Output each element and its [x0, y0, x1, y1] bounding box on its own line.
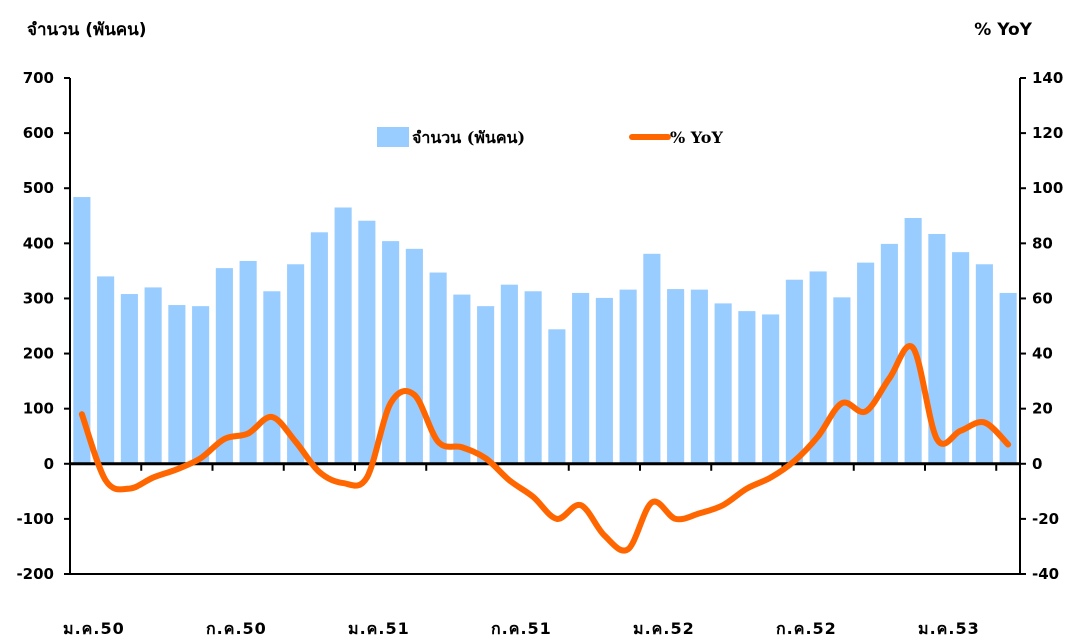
left-tick-label: -100: [16, 510, 54, 528]
x-tick-label: ม.ค.53: [918, 619, 980, 638]
bar: [500, 284, 518, 464]
legend-label-line: % YoY: [670, 128, 723, 147]
bar: [548, 329, 566, 464]
bar: [904, 217, 922, 464]
bar: [857, 262, 875, 464]
bar: [334, 207, 352, 464]
bar: [429, 272, 447, 464]
right-tick-label: -20: [1032, 510, 1059, 528]
bar: [619, 289, 637, 464]
bar: [192, 306, 210, 464]
right-tick-label: 20: [1032, 400, 1053, 418]
x-tick-label: ม.ค.50: [63, 619, 125, 638]
bar: [239, 260, 257, 464]
right-tick-label: 80: [1032, 234, 1053, 252]
left-tick-label: 100: [23, 400, 54, 418]
bar: [880, 243, 898, 464]
bar: [667, 289, 685, 464]
x-tick-label: ก.ค.51: [491, 619, 552, 638]
line-series: [78, 343, 1012, 554]
bar: [405, 248, 423, 464]
bar: [524, 291, 542, 464]
left-tick-label: 500: [23, 179, 54, 197]
right-tick-label: 60: [1032, 289, 1053, 307]
bar: [310, 232, 328, 464]
bar: [382, 241, 400, 464]
legend-label-bars: จำนวน (พันคน): [412, 128, 525, 147]
bar: [952, 252, 970, 464]
bar: [215, 268, 233, 464]
bar: [762, 314, 780, 464]
axes: [64, 77, 1026, 575]
left-tick-label: 0: [44, 455, 54, 473]
left-tick-label: 300: [23, 289, 54, 307]
right-tick-label: 140: [1032, 69, 1063, 87]
right-tick-label: 0: [1032, 455, 1042, 473]
x-tick-label: ม.ค.51: [348, 619, 410, 638]
bar: [975, 264, 993, 464]
right-axis-title: % YoY: [974, 20, 1032, 40]
x-tick-label: ม.ค.52: [633, 619, 695, 638]
bar: [73, 197, 91, 464]
bar: [144, 287, 162, 464]
bar: [643, 253, 661, 464]
bar: [833, 297, 851, 464]
right-tick-label: 120: [1032, 124, 1063, 142]
bar: [287, 264, 305, 464]
x-tick-label: ก.ค.50: [206, 619, 267, 638]
legend-swatch-bars: [377, 127, 409, 147]
bar-series: [73, 197, 1017, 464]
bar: [120, 294, 138, 464]
legend: จำนวน (พันคน) % YoY: [377, 127, 723, 147]
bar: [595, 297, 613, 464]
left-tick-label: 700: [23, 69, 54, 87]
bar: [928, 233, 946, 464]
bar: [263, 291, 281, 464]
bar: [453, 294, 471, 464]
bar: [690, 289, 708, 464]
left-tick-label: -200: [16, 565, 54, 583]
left-tick-label: 600: [23, 124, 54, 142]
bar: [785, 279, 803, 464]
yoy-line: [78, 343, 1012, 554]
left-tick-label: 400: [23, 234, 54, 252]
bar: [572, 292, 590, 464]
bar: [168, 305, 186, 464]
bar: [999, 292, 1017, 464]
bar: [809, 271, 827, 464]
bar: [714, 303, 732, 464]
left-axis-title: จำนวน (พันคน): [27, 20, 147, 40]
right-tick-label: 100: [1032, 179, 1063, 197]
tick-labels: -200-1000100200300400500600700-40-200204…: [16, 69, 1063, 638]
right-tick-label: 40: [1032, 345, 1053, 363]
bar: [477, 306, 495, 464]
bar: [97, 276, 115, 464]
bar: [738, 311, 756, 464]
right-tick-label: -40: [1032, 565, 1059, 583]
left-tick-label: 200: [23, 345, 54, 363]
bar: [358, 220, 376, 464]
x-tick-label: ก.ค.52: [776, 619, 837, 638]
